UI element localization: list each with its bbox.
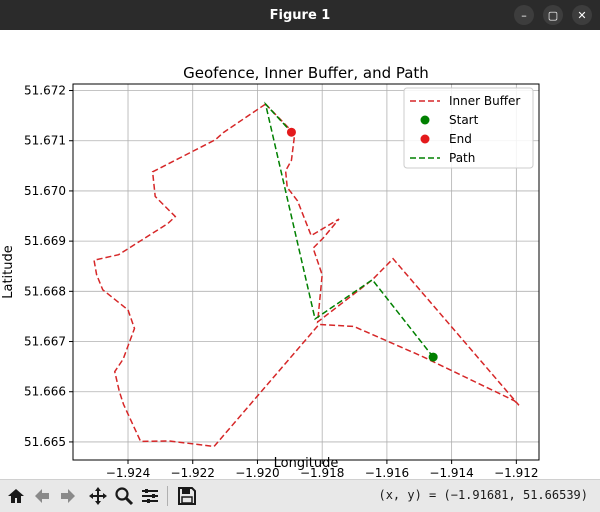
configure-subplots-button[interactable] <box>138 484 162 508</box>
window-controls: – ▢ ✕ <box>514 5 592 25</box>
x-tick-label: −1.920 <box>235 466 279 479</box>
window-titlebar: Figure 1 – ▢ ✕ <box>0 0 600 30</box>
legend: Inner Buffer Start End Path <box>403 87 534 169</box>
zoom-icon <box>115 487 134 506</box>
y-tick-label: 51.670 <box>24 184 66 198</box>
pan-button[interactable] <box>86 484 110 508</box>
cursor-coordinates: (x, y) = (−1.91681, 51.66539) <box>378 488 588 502</box>
axis-ticks: −1.924 −1.922 −1.920 −1.918 −1.916 −1.914 −1.9… <box>24 84 539 480</box>
maximize-button[interactable]: ▢ <box>543 5 563 25</box>
y-tick-label: 51.668 <box>24 284 66 298</box>
x-tick-label: −1.912 <box>494 466 538 479</box>
pan-icon <box>89 487 107 505</box>
figure-canvas[interactable]: Geofence, Inner Buffer, and Path −1.924−… <box>0 30 600 480</box>
start-point <box>428 352 438 362</box>
forward-button[interactable] <box>56 484 80 508</box>
legend-inner-buffer-label: Inner Buffer <box>449 94 520 108</box>
y-tick-label: 51.672 <box>24 84 66 98</box>
forward-arrow-icon <box>61 489 75 503</box>
back-arrow-icon <box>35 489 49 503</box>
y-tick-label: 51.666 <box>24 385 66 399</box>
data-series <box>93 101 520 448</box>
back-button[interactable] <box>30 484 54 508</box>
save-button[interactable] <box>175 484 199 508</box>
minimize-button[interactable]: – <box>514 5 534 25</box>
legend-path-label: Path <box>449 151 475 165</box>
y-tick-label: 51.665 <box>24 435 66 449</box>
y-axis-label: Latitude <box>1 245 16 299</box>
toolbar-separator <box>167 486 168 506</box>
window-title: Figure 1 <box>269 7 331 23</box>
grid-lines <box>73 84 539 460</box>
x-tick-label: −1.916 <box>365 466 409 479</box>
x-tick-label: −1.924 <box>106 466 150 479</box>
y-tick-label: 51.667 <box>24 335 66 349</box>
home-icon <box>8 489 24 503</box>
x-tick-label: −1.922 <box>171 466 215 479</box>
configure-subplots-icon <box>142 489 158 503</box>
zoom-button[interactable] <box>112 484 136 508</box>
home-button[interactable] <box>4 484 28 508</box>
legend-box <box>403 87 534 169</box>
x-tick-label: −1.914 <box>429 466 473 479</box>
path-line <box>264 101 434 358</box>
y-tick-label: 51.671 <box>24 134 66 148</box>
legend-end-label: End <box>449 132 472 146</box>
y-tick-label: 51.669 <box>24 234 66 248</box>
x-tick-label: −1.918 <box>300 466 344 479</box>
save-icon <box>178 487 196 505</box>
plot-svg: Geofence, Inner Buffer, and Path −1.924−… <box>0 30 600 480</box>
close-button[interactable]: ✕ <box>572 5 592 25</box>
legend-start-swatch <box>420 115 430 125</box>
end-point <box>286 127 296 137</box>
legend-end-swatch <box>420 134 430 144</box>
axes-frame <box>72 83 540 461</box>
x-axis-label: Longitude <box>274 456 339 471</box>
navigation-toolbar: (x, y) = (−1.91681, 51.66539) <box>0 479 600 512</box>
chart-title: Geofence, Inner Buffer, and Path <box>183 64 429 82</box>
legend-start-label: Start <box>449 113 479 127</box>
